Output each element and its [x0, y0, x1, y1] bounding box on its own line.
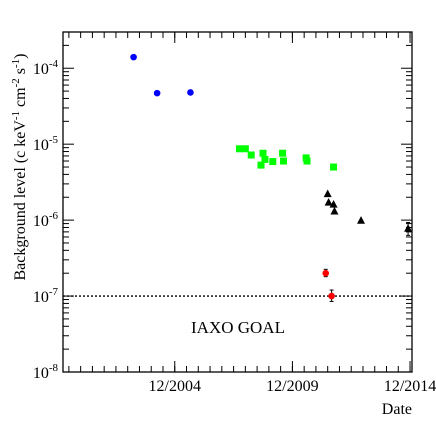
data-point [357, 216, 366, 224]
y-tick-label-base: 10 [33, 137, 49, 154]
y-tick-label-base: 10 [33, 213, 49, 230]
x-tick-label: 12/2009 [266, 378, 318, 395]
y-tick-label: 10-6 [33, 210, 59, 230]
data-point [269, 158, 277, 166]
data-point [303, 157, 311, 165]
y-tick-label-exponent: -4 [49, 58, 59, 70]
y-tick-label-base: 10 [33, 289, 49, 306]
y-axis-title-sup-2: -2 [10, 78, 22, 87]
plot-frame [62, 31, 413, 373]
data-point [235, 145, 243, 153]
y-tick-label-exponent: -5 [49, 134, 59, 146]
y-axis-title-end: ) [12, 53, 29, 58]
y-axis-title-main: Background level (c keV [12, 120, 29, 281]
y-tick-label: 10-8 [33, 362, 59, 382]
y-axis-title-sup-1: -1 [10, 111, 22, 120]
data-point [261, 155, 269, 163]
iaxo-goal-label: IAXO GOAL [191, 318, 285, 337]
y-tick-label-exponent: -6 [49, 210, 59, 222]
y-tick-label-base: 10 [33, 61, 49, 78]
series-0 [130, 53, 194, 97]
y-tick-label-exponent: -8 [49, 362, 59, 374]
data-point [330, 206, 339, 215]
data-point [279, 149, 287, 157]
data-point [187, 89, 194, 96]
series-2 [323, 189, 413, 236]
data-point [153, 89, 161, 97]
x-axis-title: Date [382, 401, 412, 418]
data-point [322, 269, 330, 277]
data-point [330, 163, 338, 171]
data-point [257, 161, 265, 169]
series-1 [235, 145, 338, 171]
data-point [241, 145, 249, 153]
y-axis-title: Background level (c keV-1 cm-2 s-1) [10, 53, 29, 280]
data-point [259, 149, 267, 157]
data-point [323, 189, 332, 198]
y-axis-title-mid-2: s [12, 68, 29, 78]
y-axis-title-mid-1: cm [12, 87, 29, 111]
x-axis-ticks: 12/2004 12/2009 12/2014 [68, 32, 436, 395]
data-point [324, 198, 333, 206]
x-tick-label: 12/2004 [149, 378, 201, 395]
y-tick-label-exponent: -7 [49, 286, 59, 298]
y-axis-ticks: 10-810-710-610-510-4 [33, 31, 412, 382]
data-point [329, 200, 338, 208]
y-axis-title-sup-3: -1 [10, 59, 22, 68]
data-point [247, 151, 255, 159]
series-3 [322, 268, 335, 302]
y-tick-label: 10-5 [33, 134, 59, 154]
data-point [328, 292, 335, 300]
x-tick-label: 12/2014 [384, 378, 436, 395]
data-point [130, 53, 137, 61]
y-tick-label-base: 10 [33, 365, 49, 382]
y-tick-label: 10-7 [33, 286, 59, 306]
data-layer [63, 53, 413, 302]
y-tick-label: 10-4 [33, 58, 59, 78]
data-point [279, 157, 287, 165]
